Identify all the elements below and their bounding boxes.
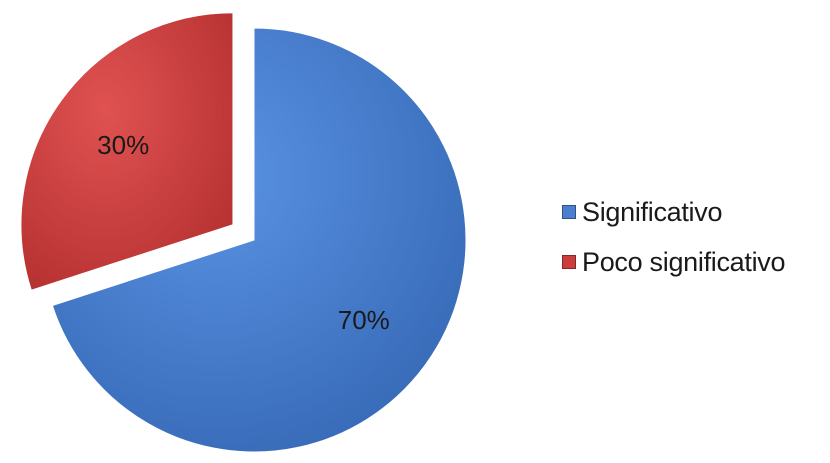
legend: Significativo Poco significativo (562, 196, 786, 296)
pie-slice-significativo (51, 27, 467, 453)
slice-value-label: 30% (97, 130, 149, 160)
slice-value-label: 70% (338, 305, 390, 335)
legend-item-poco-significativo: Poco significativo (562, 246, 786, 278)
legend-label: Poco significativo (582, 246, 786, 277)
legend-label: Significativo (582, 196, 723, 227)
pie-slice-poco-significativo (20, 12, 234, 291)
legend-swatch-blue-icon (562, 205, 576, 219)
legend-swatch-red-icon (562, 255, 576, 269)
legend-item-significativo: Significativo (562, 196, 785, 228)
